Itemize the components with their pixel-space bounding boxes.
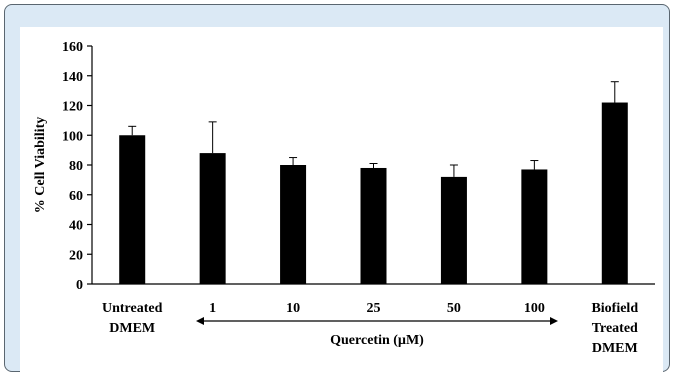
- category-label: Treated: [592, 321, 638, 336]
- y-tick-label: 120: [62, 100, 83, 115]
- category-label: DMEM: [592, 341, 638, 356]
- y-tick-label: 60: [69, 189, 83, 204]
- y-ticks: 0 20 40 60 80 100 120 140 160: [62, 40, 92, 293]
- bars: [119, 102, 628, 285]
- y-tick-label: 80: [69, 159, 83, 174]
- category-label: DMEM: [109, 321, 155, 336]
- error-bars: [128, 81, 619, 177]
- arrow-head-left: [196, 317, 204, 325]
- category-label: 25: [367, 301, 381, 316]
- bar: [440, 176, 467, 284]
- y-axis-label: % Cell Viability: [33, 117, 48, 213]
- category-label: 100: [524, 301, 545, 316]
- category-label: Untreated: [102, 301, 163, 316]
- bar: [280, 165, 307, 284]
- y-tick-label: 20: [69, 248, 83, 263]
- y-tick-label: 40: [69, 219, 83, 234]
- bar: [521, 169, 548, 284]
- bar: [199, 153, 226, 284]
- category-label: 1: [209, 301, 216, 316]
- bar: [119, 135, 146, 284]
- arrow-head-right: [550, 317, 558, 325]
- quercetin-range-arrow: [196, 317, 558, 325]
- category-label: 10: [286, 301, 300, 316]
- quercetin-annotation: Quercetin (µM): [330, 333, 424, 348]
- y-tick-label: 0: [76, 278, 83, 293]
- bar: [601, 102, 628, 285]
- y-tick-label: 100: [62, 129, 83, 144]
- y-tick-label: 140: [62, 70, 83, 85]
- category-label: 50: [447, 301, 461, 316]
- category-label: Biofield: [591, 301, 638, 316]
- bar: [360, 167, 387, 284]
- y-tick-label: 160: [62, 40, 83, 55]
- x-categories: Untreated DMEM 1 10 25 50 100 Biofield Treated DM…: [102, 301, 638, 356]
